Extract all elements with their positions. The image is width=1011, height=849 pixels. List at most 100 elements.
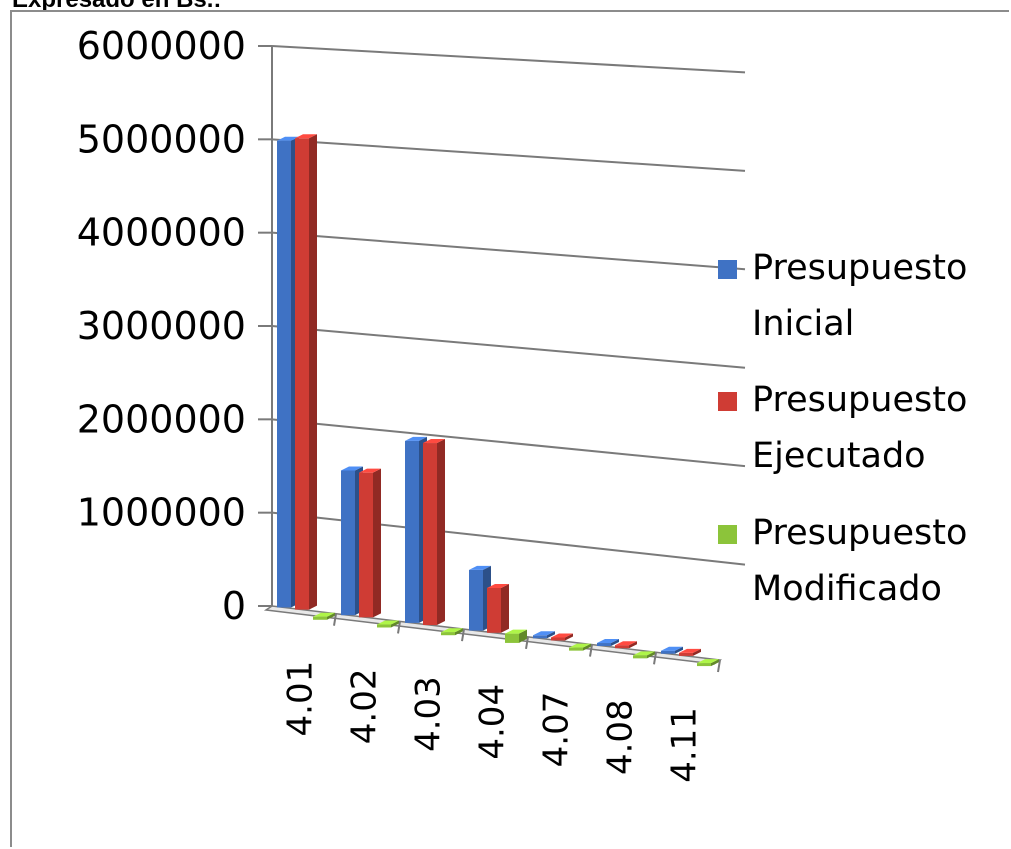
gridline — [271, 45, 746, 74]
bar-top — [679, 648, 701, 653]
bar-top — [423, 439, 445, 444]
legend-label: Presupuesto — [752, 513, 967, 553]
page-title: Expresado en Bs.: — [12, 0, 221, 14]
chart-frame — [10, 10, 1009, 847]
bar — [423, 439, 445, 626]
bar-front — [615, 645, 629, 649]
bar-side — [519, 629, 527, 643]
x-tick-label: 4.01 — [281, 661, 321, 737]
x-tick-mark — [525, 636, 529, 650]
y-tick-label: 4000000 — [77, 211, 246, 255]
bar-top — [295, 134, 317, 139]
y-tick-label: 3000000 — [77, 304, 246, 348]
bar-side — [611, 639, 619, 647]
bar-side — [629, 641, 637, 649]
bar-top — [487, 583, 509, 588]
bar-side — [583, 643, 591, 651]
bar — [441, 628, 463, 636]
bar-front — [377, 624, 391, 628]
y-tick-label: 5000000 — [77, 117, 246, 161]
x-tick-label: 4.02 — [345, 668, 385, 744]
legend-item: Presupuesto Inicial — [718, 248, 967, 344]
bar-top — [505, 629, 527, 634]
bar-top — [597, 639, 619, 644]
x-tick-label: 4.03 — [409, 676, 449, 752]
x-tick-mark — [461, 628, 465, 642]
bar-front — [533, 635, 547, 639]
y-axis-ticks: 0 1000000 2000000 3000000 4000000 5000000 6000… — [77, 24, 246, 628]
bar — [569, 643, 591, 651]
bar — [679, 648, 701, 656]
bar-front — [295, 138, 309, 610]
x-tick-label: 4.08 — [601, 699, 641, 775]
legend-label: Presupuesto — [752, 380, 967, 420]
bar — [597, 639, 619, 647]
legend-swatch — [718, 525, 737, 544]
bar-top — [377, 620, 399, 625]
bar-top — [313, 612, 335, 617]
bar-front — [441, 632, 455, 636]
bar-front — [277, 140, 291, 608]
bar-front — [661, 650, 675, 654]
bar-top — [441, 628, 463, 633]
legend-swatch — [718, 392, 737, 411]
x-tick-label: 4.11 — [665, 707, 705, 783]
bar-top — [277, 136, 299, 141]
gridlines — [258, 45, 746, 607]
bar-side — [373, 468, 381, 618]
bar-front — [505, 633, 519, 643]
bar-front — [423, 443, 437, 626]
bar-front — [469, 569, 483, 631]
bar-side — [391, 620, 399, 628]
y-tick-label: 1000000 — [77, 491, 246, 535]
legend-swatch — [718, 260, 737, 279]
bar-front — [313, 616, 327, 620]
bar-front — [697, 663, 711, 667]
gridline — [271, 418, 746, 468]
bar — [295, 134, 317, 610]
bar-top — [697, 659, 719, 664]
bar-side — [455, 628, 463, 636]
legend-label: Presupuesto — [752, 248, 967, 288]
bar-front — [341, 470, 355, 616]
bars — [277, 134, 719, 667]
bar-front — [569, 647, 583, 651]
bar — [615, 641, 637, 649]
x-tick-mark — [589, 644, 593, 657]
bar-side — [711, 659, 719, 667]
legend: PresupuestoInicialPresupuestoEjecutadoPr… — [718, 248, 967, 609]
bar-side — [675, 646, 683, 654]
bar — [313, 612, 335, 620]
x-tick-mark — [333, 613, 337, 626]
bar — [533, 631, 555, 639]
y-tick-label: 0 — [222, 584, 246, 628]
bar-front — [551, 637, 565, 641]
legend-label: Ejecutado — [752, 436, 926, 476]
x-tick-label: 4.07 — [537, 692, 577, 768]
x-tick-mark — [717, 659, 721, 673]
bar-side — [647, 651, 655, 659]
bar-side — [693, 648, 701, 656]
bar-top — [569, 643, 591, 648]
gridline — [271, 325, 746, 369]
bar-top — [405, 436, 427, 441]
bar — [551, 633, 573, 641]
bar — [487, 583, 509, 633]
bar-top — [469, 565, 491, 570]
bar-top — [551, 633, 573, 638]
bar — [633, 651, 655, 659]
bar-top — [633, 651, 655, 656]
bar-side — [327, 612, 335, 620]
bar-front — [597, 643, 611, 647]
bar-front — [487, 587, 501, 633]
bar-front — [405, 440, 419, 623]
legend-item: Presupuesto Modificado — [718, 513, 967, 609]
x-axis-ticks: 4.01 4.02 4.03 4.04 4.07 4.08 4.11 — [281, 613, 721, 783]
bar-front — [633, 655, 647, 659]
bar-top — [661, 646, 683, 651]
bar-side — [309, 134, 317, 610]
bar-top — [359, 468, 381, 473]
bar-side — [437, 439, 445, 626]
bar-top — [533, 631, 555, 636]
